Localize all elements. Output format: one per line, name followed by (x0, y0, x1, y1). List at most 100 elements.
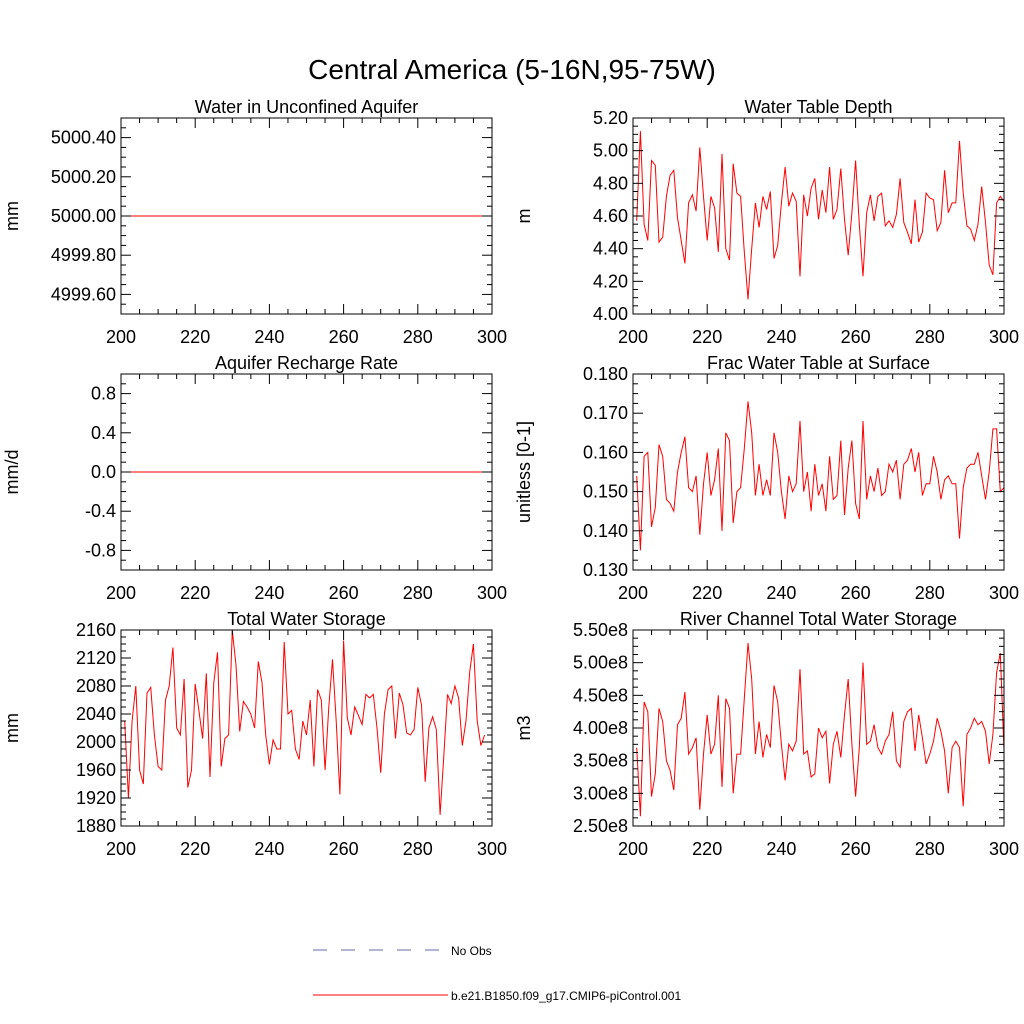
x-tick-label: 300 (989, 839, 1019, 859)
y-tick-label: 5.00 (593, 141, 628, 161)
panel-p2: Water Table Depth m 200 220 240 260 280 300 4.00… (514, 97, 1019, 347)
y-tick-label: 2040 (76, 704, 116, 724)
y-tick-label: 2120 (76, 648, 116, 668)
x-tick-label: 240 (254, 583, 284, 603)
y-tick-label: 0.140 (583, 521, 628, 541)
series-line (636, 401, 1004, 551)
series-line (636, 643, 1004, 817)
x-tick-label: 200 (618, 583, 648, 603)
x-tick-label: 240 (254, 839, 284, 859)
y-tick-label: -0.4 (85, 501, 116, 521)
panel-title: Water Table Depth (744, 97, 892, 117)
y-tick-label: 2.50e8 (573, 816, 628, 836)
y-tick-label: 4.80 (593, 173, 628, 193)
x-tick-label: 220 (692, 327, 722, 347)
x-tick-label: 300 (477, 327, 507, 347)
y-tick-label: 1880 (76, 816, 116, 836)
y-tick-label: 2000 (76, 732, 116, 752)
panels: Water in Unconfined Aquifer mm 200 220 240 26… (2, 97, 1019, 859)
panel-ylabel: m3 (514, 715, 534, 740)
x-tick-label: 200 (106, 583, 136, 603)
x-tick-label: 200 (106, 839, 136, 859)
x-tick-label: 200 (618, 839, 648, 859)
plot-frame (632, 373, 1005, 571)
x-tick-label: 300 (989, 583, 1019, 603)
figure-title: Central America (5-16N,95-75W) (308, 54, 716, 85)
y-tick-label: 5000.20 (51, 167, 116, 187)
panel-p5: Total Water Storage mm 200 220 240 260 280 300 1… (2, 609, 507, 859)
y-tick-label: 4.50e8 (573, 685, 628, 705)
panel-title: River Channel Total Water Storage (680, 609, 957, 629)
x-tick-label: 220 (692, 583, 722, 603)
panel-ylabel: mm/d (2, 450, 22, 495)
x-tick-label: 300 (477, 839, 507, 859)
panel-p1: Water in Unconfined Aquifer mm 200 220 240 26… (2, 97, 507, 347)
y-tick-label: 4.00e8 (573, 718, 628, 738)
x-tick-label: 200 (106, 327, 136, 347)
x-tick-label: 240 (766, 839, 796, 859)
x-tick-label: 260 (329, 327, 359, 347)
x-tick-label: 200 (618, 327, 648, 347)
y-tick-label: 4.40 (593, 239, 628, 259)
y-tick-label: 3.50e8 (573, 751, 628, 771)
x-tick-label: 220 (692, 839, 722, 859)
series-line (636, 131, 1004, 300)
x-tick-label: 280 (915, 839, 945, 859)
y-tick-label: 5000.00 (51, 206, 116, 226)
y-tick-label: 0.8 (91, 384, 116, 404)
y-tick-label: 5.20 (593, 108, 628, 128)
x-tick-label: 280 (915, 583, 945, 603)
legend: No Obs b.e21.B1850.f09_g17.CMIP6-piContr… (313, 944, 681, 1003)
y-tick-label: 0.4 (91, 423, 116, 443)
panel-title: Frac Water Table at Surface (707, 353, 930, 373)
y-tick-label: 5000.40 (51, 128, 116, 148)
y-tick-label: 0.0 (91, 462, 116, 482)
series-line (124, 630, 486, 815)
x-tick-label: 280 (403, 839, 433, 859)
x-tick-label: 260 (329, 583, 359, 603)
x-tick-label: 260 (841, 583, 871, 603)
panel-ylabel: m (514, 209, 534, 224)
y-tick-label: 0.180 (583, 364, 628, 384)
y-tick-label: 4.60 (593, 206, 628, 226)
y-tick-label: 0.150 (583, 482, 628, 502)
panel-title: Water in Unconfined Aquifer (195, 97, 418, 117)
y-tick-label: 1920 (76, 788, 116, 808)
x-tick-label: 240 (766, 583, 796, 603)
y-tick-label: 4.20 (593, 271, 628, 291)
x-tick-label: 280 (403, 583, 433, 603)
panel-ylabel: mm (2, 713, 22, 743)
legend-model-label: b.e21.B1850.f09_g17.CMIP6-piControl.001 (451, 989, 681, 1003)
x-tick-label: 300 (477, 583, 507, 603)
x-tick-label: 300 (989, 327, 1019, 347)
panel-p6: River Channel Total Water Storage m3 200 22… (514, 609, 1019, 859)
x-tick-label: 240 (254, 327, 284, 347)
panel-p3: Aquifer Recharge Rate mm/d 200 220 240 260 280… (2, 353, 507, 603)
y-tick-label: -0.8 (85, 540, 116, 560)
x-tick-label: 220 (180, 327, 210, 347)
y-tick-label: 2160 (76, 620, 116, 640)
y-tick-label: 3.00e8 (573, 783, 628, 803)
y-tick-label: 2080 (76, 676, 116, 696)
x-tick-label: 260 (841, 839, 871, 859)
x-tick-label: 260 (329, 839, 359, 859)
panel-ylabel: unitless [0-1] (514, 421, 534, 523)
y-tick-label: 4999.80 (51, 245, 116, 265)
y-tick-label: 5.50e8 (573, 620, 628, 640)
x-tick-label: 280 (403, 327, 433, 347)
y-tick-label: 5.00e8 (573, 653, 628, 673)
y-tick-label: 4999.60 (51, 284, 116, 304)
y-tick-label: 0.170 (583, 403, 628, 423)
x-tick-label: 220 (180, 839, 210, 859)
x-tick-label: 280 (915, 327, 945, 347)
y-tick-label: 4.00 (593, 304, 628, 324)
panel-title: Total Water Storage (227, 609, 385, 629)
legend-obs-label: No Obs (451, 944, 492, 958)
y-tick-label: 1960 (76, 760, 116, 780)
x-tick-label: 260 (841, 327, 871, 347)
panel-title: Aquifer Recharge Rate (215, 353, 398, 373)
y-tick-label: 0.130 (583, 560, 628, 580)
panel-p4: Frac Water Table at Surface unitless [0-1… (514, 353, 1019, 603)
y-tick-label: 0.160 (583, 442, 628, 462)
